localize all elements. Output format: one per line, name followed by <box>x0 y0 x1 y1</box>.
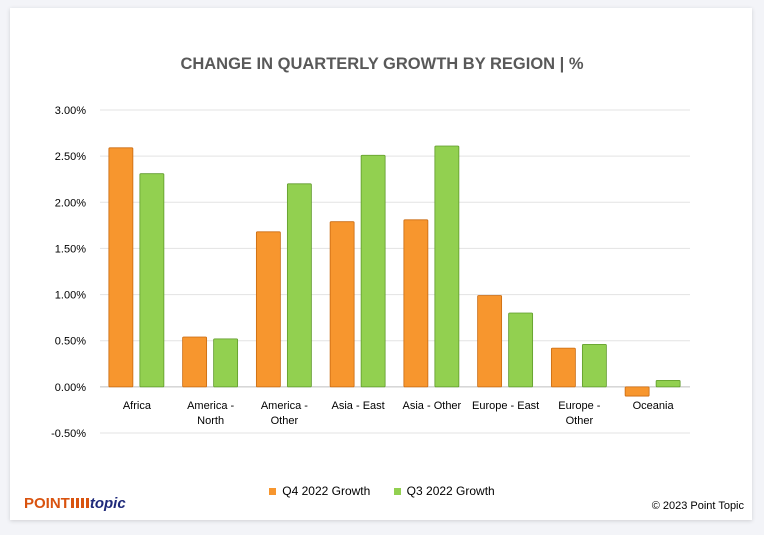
y-tick-label: 2.00% <box>55 197 86 209</box>
bar-q3 <box>434 145 460 388</box>
bar-q3 <box>508 312 534 388</box>
legend-item-q4: Q4 2022 Growth <box>269 484 370 498</box>
legend-swatch-q4 <box>269 488 277 496</box>
logo-point: POINT <box>24 495 70 512</box>
legend-item-q3: Q3 2022 Growth <box>393 484 495 498</box>
y-tick-label: 0.50% <box>55 336 86 348</box>
y-tick-label: -0.50% <box>51 428 86 440</box>
logo-topic: topic <box>89 495 126 512</box>
bar-q4 <box>255 231 281 388</box>
bar-q4 <box>477 295 503 388</box>
y-tick-label: 1.50% <box>55 243 86 255</box>
x-tick-label: Oceania <box>633 400 675 412</box>
legend-label-q4: Q4 2022 Growth <box>282 484 371 498</box>
y-tick-label: 0.00% <box>55 382 86 394</box>
bar-q3 <box>286 183 312 388</box>
chart-title: CHANGE IN QUARTERLY GROWTH BY REGION | % <box>180 55 584 73</box>
logo-dots-icon <box>70 498 89 508</box>
x-tick-label: Europe - East <box>472 400 539 412</box>
bar-q4 <box>329 221 355 388</box>
x-tick-label: Europe - <box>558 400 601 412</box>
legend-swatch-q3 <box>393 488 401 496</box>
copyright: © 2023 Point Topic <box>651 500 744 512</box>
bar-q4 <box>403 219 429 388</box>
bar-q3 <box>213 338 239 388</box>
bar-q4 <box>108 147 134 388</box>
x-tick-label: Other <box>566 415 594 427</box>
x-tick-label: America - <box>187 400 234 412</box>
x-tick-label: Africa <box>123 400 152 412</box>
bar-q4 <box>182 336 208 388</box>
x-tick-label: America - <box>261 400 308 412</box>
x-tick-label: Asia - East <box>332 400 385 412</box>
y-tick-label: 1.00% <box>55 290 86 302</box>
legend: Q4 2022 Growth Q3 2022 Growth <box>0 484 764 498</box>
bar-q3 <box>581 344 607 388</box>
bar-q3 <box>655 379 681 388</box>
bar-q3 <box>360 154 386 388</box>
legend-label-q3: Q3 2022 Growth <box>406 484 495 498</box>
x-tick-label: Asia - Other <box>403 400 462 412</box>
y-tick-label: 2.50% <box>55 151 86 163</box>
bar-q3 <box>139 173 165 388</box>
y-tick-label: 3.00% <box>55 105 86 117</box>
bar-q4 <box>550 347 576 388</box>
bar-q4 <box>624 386 650 397</box>
x-tick-label: North <box>197 415 224 427</box>
x-tick-label: Other <box>271 415 299 427</box>
point-topic-logo: POINT topic <box>24 495 126 512</box>
